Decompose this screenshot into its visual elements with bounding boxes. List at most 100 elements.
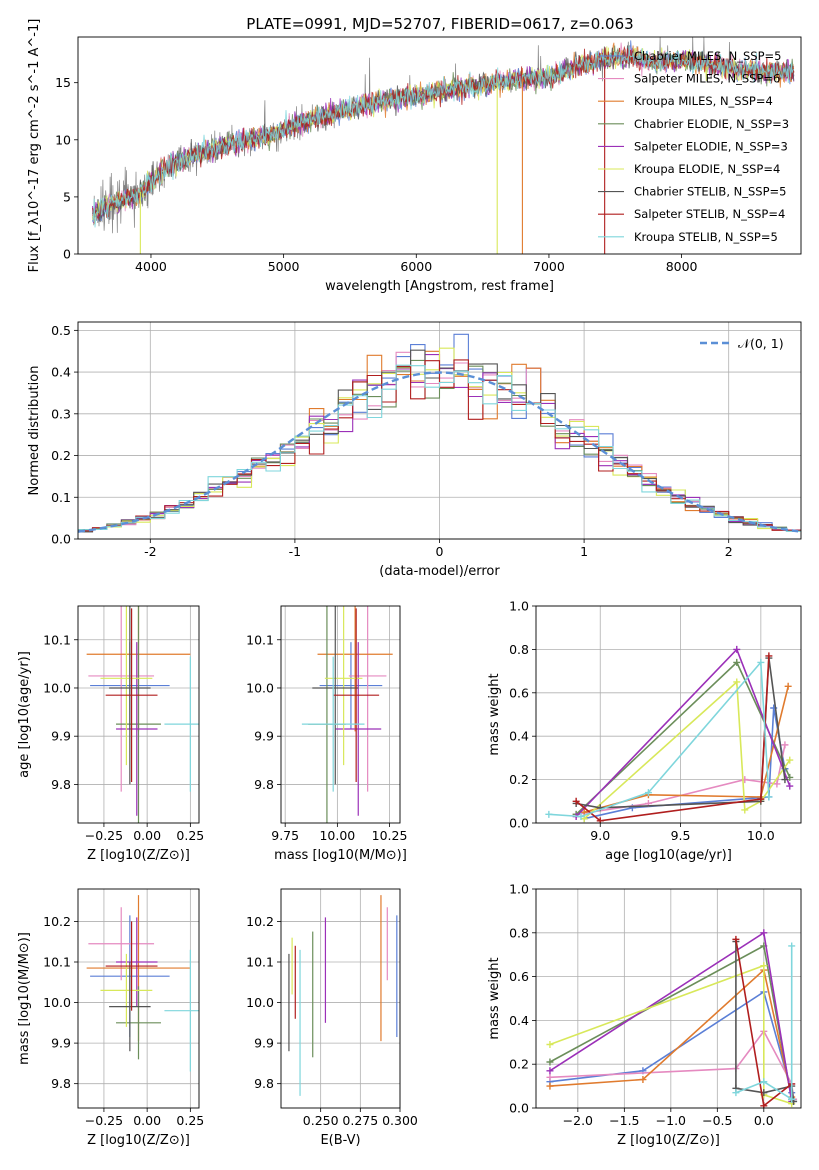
x-tick-label: 0.00: [133, 828, 161, 843]
weight-marker: [788, 1095, 796, 1103]
plot-area: [86, 606, 199, 823]
y-axis-label: mass [log10(M/M⊙)]: [17, 932, 32, 1065]
legend-label: Chabrier STELIB, N_SSP=5: [634, 185, 786, 199]
y-tick-label: 9.8: [51, 1076, 71, 1091]
errorbar-point: [116, 917, 158, 1007]
weight-marker: [757, 795, 765, 803]
y-tick-label: 0.4: [509, 1013, 529, 1028]
errorbar-point: [164, 656, 199, 792]
panel-weight_vs_age: 9.0 9.5 10.0 0.0 0.2 0.4 0.6 0.8 1.0 age [log10(a…: [487, 599, 802, 863]
x-tick-label: 0: [436, 544, 444, 559]
y-tick-label: 10.0: [43, 995, 71, 1010]
y-tick-label: 0.3: [51, 406, 71, 421]
y-tick-label: 10.1: [246, 632, 274, 647]
y-tick-label: 0.8: [509, 925, 529, 940]
y-tick-label: 0.2: [509, 772, 529, 787]
x-tick-label: −1.5: [609, 1113, 639, 1128]
plot-area: [301, 606, 393, 823]
y-tick-label: 10.1: [43, 955, 71, 970]
y-tick-label: 10.2: [246, 914, 274, 929]
weight-marker: [786, 782, 794, 790]
y-tick-label: 9.9: [254, 729, 274, 744]
x-tick-label: 0.300: [382, 1113, 418, 1128]
axes-frame: [77, 36, 802, 255]
weight-marker: [773, 780, 781, 788]
y-tick-label: 0.1: [51, 490, 71, 505]
y-tick-label: 9.8: [51, 777, 71, 792]
panel-spectrum: 4000 5000 6000 7000 8000 0 5 10 15 wavelength [An…: [27, 19, 802, 294]
weight-marker: [786, 773, 794, 781]
errorbar-point: [319, 642, 383, 729]
x-tick-label: 1: [580, 544, 588, 559]
x-tick-label: 8000: [666, 259, 698, 274]
errorbar-point: [164, 949, 199, 1072]
x-axis-label: age [log10(age/yr)]: [605, 848, 732, 863]
weight-series: [545, 658, 773, 820]
axes-frame: [77, 888, 200, 1109]
axes-frame: [535, 605, 802, 824]
y-tick-label: 0.2: [51, 448, 71, 463]
plot-area: [92, 37, 795, 254]
x-tick-label: −2.0: [563, 1113, 593, 1128]
y-tick-label: 15: [55, 75, 71, 90]
x-axis-label: (data-model)/error: [379, 564, 500, 579]
errorbar-point: [116, 642, 158, 816]
errorbar-point: [105, 608, 158, 783]
y-axis-label: mass weight: [487, 673, 502, 755]
y-tick-label: 1.0: [509, 599, 529, 614]
axes-frame: [280, 888, 401, 1109]
plot-area: [78, 333, 801, 533]
y-axis-label: mass weight: [487, 957, 502, 1039]
legend-label: Salpeter STELIB, N_SSP=4: [634, 207, 785, 221]
spectrum-model-line: [92, 45, 795, 228]
y-axis-label: age [log10(age/yr)]: [17, 651, 32, 778]
axes-frame: [77, 605, 200, 824]
x-tick-label: 0.00: [133, 1113, 161, 1128]
weight-marker: [760, 962, 768, 970]
errorbar-point: [116, 606, 161, 823]
x-tick-label: 9.75: [271, 828, 299, 843]
legend-label: Kroupa STELIB, N_SSP=5: [634, 230, 778, 244]
figure-title: PLATE=0991, MJD=52707, FIBERID=0617, z=0…: [246, 15, 633, 33]
x-tick-label: 10.00: [319, 828, 355, 843]
weight-marker: [784, 682, 792, 690]
weight-marker: [760, 929, 768, 937]
x-tick-label: 10.0: [747, 828, 775, 843]
x-tick-label: -2: [144, 544, 156, 559]
weight-marker: [546, 1073, 554, 1081]
y-tick-label: 9.9: [51, 1036, 71, 1051]
x-tick-label: 4000: [135, 259, 167, 274]
errorbar-point: [116, 986, 161, 1060]
weight-marker: [596, 817, 604, 823]
weight-marker: [757, 658, 765, 666]
legend-label: Kroupa ELODIE, N_SSP=4: [634, 162, 780, 176]
legend-label: 𝒩(0, 1): [738, 336, 784, 351]
y-tick-label: 1.0: [509, 882, 529, 897]
x-tick-label: 0.275: [342, 1113, 378, 1128]
y-tick-label: 0.0: [509, 1101, 529, 1116]
x-tick-label: −0.25: [85, 828, 123, 843]
y-tick-label: 9.8: [254, 1076, 274, 1091]
legend-label: Kroupa MILES, N_SSP=4: [634, 94, 773, 108]
weight-marker: [580, 808, 588, 816]
y-axis-label: Flux [f_λ10^-17 erg cm^-2 s^-1 A^-1]: [27, 19, 42, 273]
y-tick-label: 0.4: [509, 729, 529, 744]
y-tick-label: 0.5: [51, 323, 71, 338]
y-tick-label: 10.0: [43, 680, 71, 695]
x-tick-label: 5000: [268, 259, 300, 274]
y-tick-label: 0.4: [51, 365, 71, 380]
weight-marker: [760, 1102, 768, 1108]
weight-marker: [732, 1089, 740, 1097]
x-axis-label: E(B-V): [320, 1133, 360, 1148]
plot-area: [86, 895, 199, 1072]
legend-label: Chabrier ELODIE, N_SSP=3: [634, 117, 789, 131]
x-tick-label: 0.25: [176, 1113, 204, 1128]
weight-marker: [644, 789, 652, 797]
weight-marker: [546, 1082, 554, 1090]
errorbar-point: [335, 642, 382, 816]
errorbar-point: [105, 921, 158, 1011]
grid: [281, 606, 400, 823]
axes-frame: [77, 321, 802, 540]
errorbar-point: [88, 606, 155, 792]
weight-marker: [639, 1076, 647, 1084]
